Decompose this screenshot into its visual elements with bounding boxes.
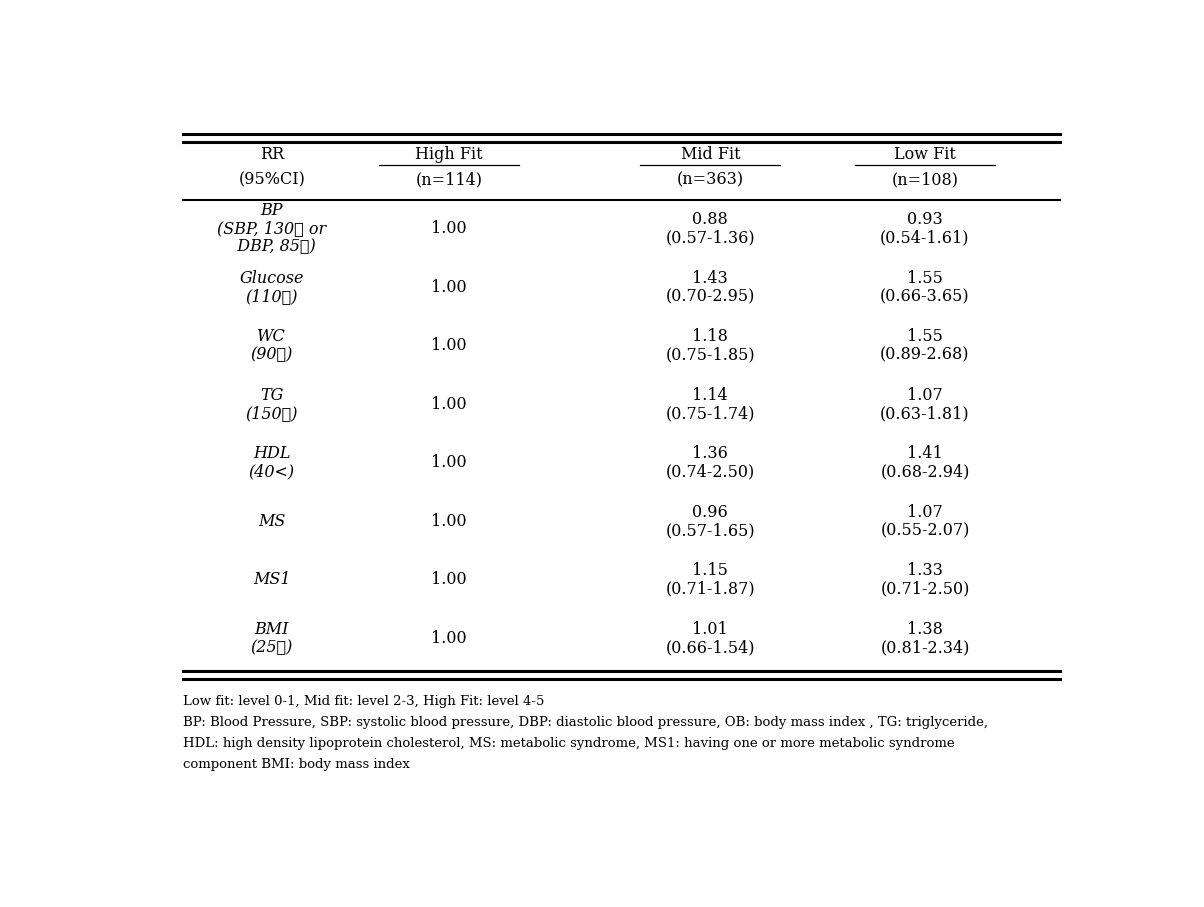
Text: component BMI: body mass index: component BMI: body mass index (183, 757, 411, 771)
Text: (0.68-2.94): (0.68-2.94) (880, 463, 969, 481)
Text: (0.55-2.07): (0.55-2.07) (880, 522, 969, 539)
Text: (0.89-2.68): (0.89-2.68) (880, 346, 969, 364)
Text: (0.54-1.61): (0.54-1.61) (880, 229, 969, 247)
Text: 1.00: 1.00 (431, 395, 467, 413)
Text: 1.41: 1.41 (907, 445, 943, 463)
Text: 0.93: 0.93 (907, 211, 943, 229)
Text: 1.00: 1.00 (431, 629, 467, 647)
Text: DBP, 85≧): DBP, 85≧) (228, 239, 317, 256)
Text: RR: RR (260, 146, 284, 163)
Text: (n=363): (n=363) (677, 171, 744, 189)
Text: (40<): (40<) (249, 463, 295, 481)
Text: (0.75-1.85): (0.75-1.85) (666, 346, 755, 364)
Text: 1.00: 1.00 (431, 571, 467, 589)
Text: 0.88: 0.88 (692, 211, 728, 229)
Text: HDL: high density lipoprotein cholesterol, MS: metabolic syndrome, MS1: having o: HDL: high density lipoprotein cholestero… (183, 736, 955, 750)
Text: 1.14: 1.14 (692, 386, 728, 404)
Text: 1.00: 1.00 (431, 220, 467, 238)
Text: 1.07: 1.07 (907, 503, 943, 521)
Text: BP: Blood Pressure, SBP: systolic blood pressure, DBP: diastolic blood pressure,: BP: Blood Pressure, SBP: systolic blood … (183, 716, 988, 728)
Text: 1.18: 1.18 (692, 328, 728, 346)
Text: 1.00: 1.00 (431, 454, 467, 472)
Text: (0.66-1.54): (0.66-1.54) (666, 639, 755, 656)
Text: (150≧): (150≧) (246, 405, 299, 422)
Text: 1.00: 1.00 (431, 512, 467, 530)
Text: 1.00: 1.00 (431, 278, 467, 296)
Text: Mid Fit: Mid Fit (680, 146, 740, 163)
Text: 1.01: 1.01 (692, 620, 728, 638)
Text: 1.15: 1.15 (692, 562, 728, 580)
Text: Low Fit: Low Fit (895, 146, 956, 163)
Text: (SBP, 130≧ or: (SBP, 130≧ or (217, 220, 326, 238)
Text: 1.07: 1.07 (907, 386, 943, 404)
Text: (0.71-1.87): (0.71-1.87) (666, 580, 755, 598)
Text: (95%CI): (95%CI) (238, 171, 306, 189)
Text: High Fit: High Fit (415, 146, 483, 163)
Text: (n=114): (n=114) (415, 171, 483, 189)
Text: (0.71-2.50): (0.71-2.50) (880, 580, 969, 598)
Text: 0.96: 0.96 (692, 503, 728, 521)
Text: (n=108): (n=108) (891, 171, 958, 189)
Text: 1.33: 1.33 (907, 562, 943, 580)
Text: (0.75-1.74): (0.75-1.74) (666, 405, 755, 422)
Text: (110≧): (110≧) (246, 288, 299, 305)
Text: BP: BP (260, 202, 283, 219)
Text: 1.55: 1.55 (907, 328, 943, 346)
Text: HDL: HDL (253, 445, 290, 463)
Text: (0.57-1.36): (0.57-1.36) (666, 229, 755, 247)
Text: 1.36: 1.36 (692, 445, 728, 463)
Text: (25≧): (25≧) (250, 639, 293, 656)
Text: (0.57-1.65): (0.57-1.65) (666, 522, 755, 539)
Text: (0.70-2.95): (0.70-2.95) (666, 288, 755, 305)
Text: 1.43: 1.43 (692, 269, 728, 287)
Text: Glucose: Glucose (240, 269, 305, 287)
Text: 1.38: 1.38 (907, 620, 943, 638)
Text: BMI: BMI (254, 620, 289, 638)
Text: (0.66-3.65): (0.66-3.65) (880, 288, 969, 305)
Text: MS: MS (258, 512, 285, 530)
Text: TG: TG (260, 386, 283, 404)
Text: (90≧): (90≧) (250, 346, 293, 364)
Text: (0.74-2.50): (0.74-2.50) (666, 463, 755, 481)
Text: WC: WC (258, 328, 287, 346)
Text: 1.55: 1.55 (907, 269, 943, 287)
Text: MS1: MS1 (253, 571, 290, 589)
Text: 1.00: 1.00 (431, 337, 467, 355)
Text: Low fit: level 0-1, Mid fit: level 2-3, High Fit: level 4-5: Low fit: level 0-1, Mid fit: level 2-3, … (183, 695, 544, 707)
Text: (0.63-1.81): (0.63-1.81) (880, 405, 969, 422)
Text: (0.81-2.34): (0.81-2.34) (880, 639, 969, 656)
